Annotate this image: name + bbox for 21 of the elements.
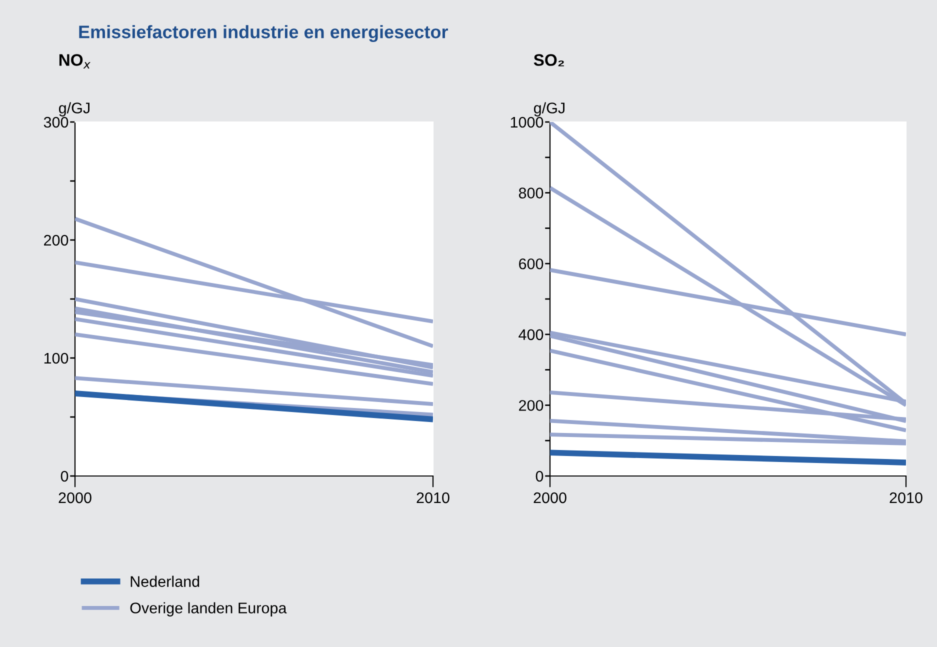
chart-title: Emissiefactoren industrie en energiesector bbox=[79, 25, 448, 42]
y-tick-label: 600 bbox=[519, 258, 544, 270]
y-tick-label: 200 bbox=[44, 234, 68, 246]
y-tick-label: 1000 bbox=[510, 116, 544, 128]
x-tick-label: 2000 bbox=[534, 492, 566, 504]
y-tick-label: 400 bbox=[518, 329, 544, 340]
x-tick-label: 2000 bbox=[58, 492, 92, 504]
legend-label: Nederland bbox=[130, 576, 200, 587]
chart-subtitle: NO$_{x}$ bbox=[59, 54, 90, 68]
y-tick-label: 0 bbox=[60, 470, 68, 482]
y-tick-label: 200 bbox=[519, 400, 544, 411]
x-tick-label: 2010 bbox=[416, 492, 450, 504]
x-tick-label: 2010 bbox=[890, 492, 922, 504]
y-axis-title: g/GJ bbox=[58, 102, 90, 116]
legend-label: Overige landen Europa bbox=[130, 602, 287, 616]
y-tick-label: 0 bbox=[536, 470, 544, 482]
y-tick-label: 800 bbox=[518, 188, 544, 198]
y-tick-label: 300 bbox=[44, 116, 68, 128]
chart-subtitle: SO₂ bbox=[534, 54, 564, 66]
y-tick-label: 100 bbox=[44, 352, 68, 364]
y-axis-title: g/GJ bbox=[534, 102, 564, 116]
